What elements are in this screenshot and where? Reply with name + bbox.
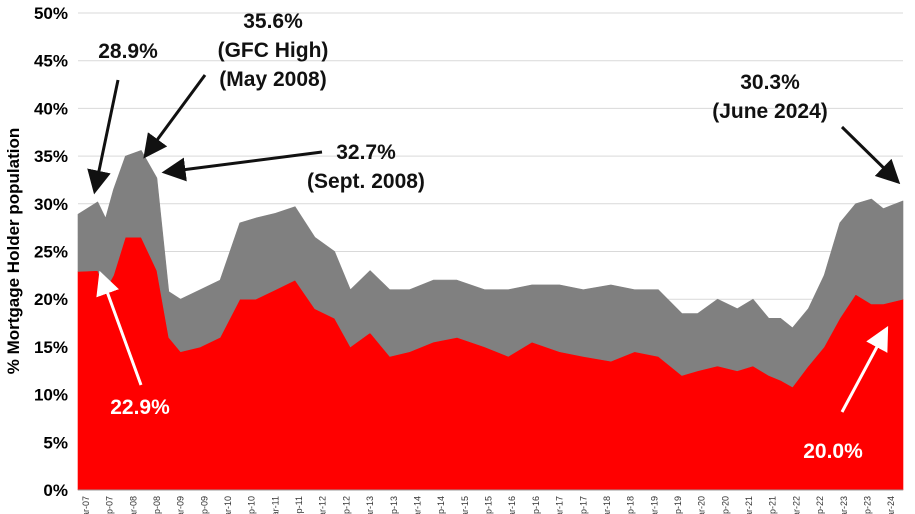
- annotation-text: 35.6%: [243, 10, 303, 33]
- x-tick-label: Sep-20: [720, 496, 730, 514]
- annotation-text: 22.9%: [110, 396, 170, 419]
- x-tick-label: Mar-11: [270, 496, 280, 514]
- x-tick-label: Mar-24: [886, 496, 896, 514]
- x-axis-ticks: Mar-07 Sep-07 Mar-08 Sep-08 Mar-09 Sep-09 Mar-…: [81, 496, 896, 514]
- x-tick-label: Mar-17: [555, 496, 565, 514]
- x-tick-label: Mar-15: [460, 496, 470, 514]
- x-tick-label: Mar-09: [176, 496, 186, 514]
- y-tick-label: 5%: [43, 433, 68, 452]
- y-tick-label: 0%: [43, 481, 68, 500]
- x-tick-label: Sep-17: [578, 496, 588, 514]
- x-tick-label: Mar-07: [81, 496, 91, 514]
- annotation-text: (GFC High): [218, 39, 329, 62]
- arrow-20-0: [840, 326, 889, 413]
- y-axis-ticks: 0% 5% 10% 15% 20% 25% 30% 35% 40% 45% 50%: [34, 4, 68, 500]
- y-tick-label: 50%: [34, 4, 68, 23]
- x-tick-label: Sep-13: [389, 496, 399, 514]
- x-tick-label: Sep-10: [247, 496, 257, 514]
- x-tick-label: Mar-12: [318, 496, 328, 514]
- x-tick-label: Mar-22: [791, 496, 801, 514]
- y-tick-label: 45%: [34, 52, 68, 71]
- y-tick-label: 30%: [34, 195, 68, 214]
- area-series-1: [77, 150, 904, 388]
- x-tick-label: Sep-12: [341, 496, 351, 514]
- x-tick-label: Sep-21: [768, 496, 778, 514]
- y-tick-label: 25%: [34, 243, 68, 262]
- x-tick-label: Sep-15: [484, 496, 494, 514]
- x-tick-label: Mar-08: [128, 496, 138, 514]
- x-tick-label: Mar-20: [697, 496, 707, 514]
- annotation-arrows: [87, 74, 901, 413]
- x-tick-label: Mar-19: [649, 496, 659, 514]
- x-tick-label: Mar-14: [412, 496, 422, 514]
- y-tick-label: 40%: [34, 99, 68, 118]
- x-tick-label: Mar-21: [744, 496, 754, 514]
- x-tick-label: Sep-18: [626, 496, 636, 514]
- y-tick-label: 15%: [34, 338, 68, 357]
- annotations: 28.9% 35.6% (GFC High) (May 2008) 32.7% (Sept…: [98, 10, 863, 463]
- stacked-areas: [77, 150, 904, 491]
- x-tick-label: Sep-16: [531, 496, 541, 514]
- x-tick-label: Sep-09: [199, 496, 209, 514]
- annotation-text: (June 2024): [712, 100, 828, 123]
- y-tick-label: 35%: [34, 147, 68, 166]
- annotation-text: 30.3%: [740, 71, 800, 94]
- y-axis-label: % Mortgage Holder population: [4, 128, 23, 375]
- y-tick-label: 10%: [34, 386, 68, 405]
- arrow-22-9: [96, 270, 143, 386]
- arrow-28-9: [87, 79, 120, 195]
- x-tick-label: Sep-23: [862, 496, 872, 514]
- x-tick-label: Mar-18: [602, 496, 612, 514]
- y-tick-label: 20%: [34, 290, 68, 309]
- annotation-text: 28.9%: [98, 40, 158, 63]
- x-tick-label: Mar-16: [507, 496, 517, 514]
- annotation-text: 32.7%: [336, 141, 396, 164]
- x-tick-label: Mar-10: [223, 496, 233, 514]
- x-tick-label: Sep-07: [105, 496, 115, 514]
- x-tick-label: Sep-19: [673, 496, 683, 514]
- x-tick-label: Mar-13: [365, 496, 375, 514]
- x-tick-label: Mar-23: [839, 496, 849, 514]
- x-tick-label: Sep-08: [152, 496, 162, 514]
- arrow-35-6: [143, 74, 207, 159]
- x-tick-label: Sep-11: [294, 496, 304, 514]
- annotation-text: (Sept. 2008): [307, 170, 425, 193]
- arrow-32-7: [161, 150, 323, 182]
- annotation-text: (May 2008): [219, 68, 326, 91]
- annotation-text: 20.0%: [803, 440, 863, 463]
- x-tick-label: Sep-22: [815, 496, 825, 514]
- x-tick-label: Sep-14: [436, 496, 446, 514]
- arrow-30-3: [840, 125, 901, 185]
